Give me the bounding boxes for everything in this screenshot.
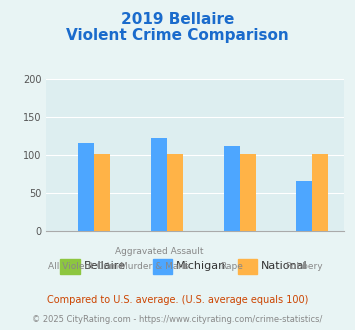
- Bar: [312, 154, 328, 231]
- Bar: [296, 181, 312, 231]
- Bar: [94, 154, 110, 231]
- Text: © 2025 CityRating.com - https://www.cityrating.com/crime-statistics/: © 2025 CityRating.com - https://www.city…: [32, 315, 323, 324]
- Text: Compared to U.S. average. (U.S. average equals 100): Compared to U.S. average. (U.S. average …: [47, 295, 308, 305]
- Text: Robbery: Robbery: [285, 262, 323, 271]
- Text: 2019 Bellaire: 2019 Bellaire: [121, 12, 234, 26]
- Bar: [240, 154, 256, 231]
- FancyBboxPatch shape: [153, 259, 172, 274]
- Bar: [151, 138, 167, 231]
- Bar: [167, 154, 183, 231]
- Text: National: National: [261, 261, 307, 271]
- Text: All Violent Crime: All Violent Crime: [48, 262, 124, 271]
- Text: Murder & Mans...: Murder & Mans...: [120, 262, 198, 271]
- Text: Bellaire: Bellaire: [83, 261, 125, 271]
- Text: Michigan: Michigan: [176, 261, 226, 271]
- Text: Rape: Rape: [220, 262, 243, 271]
- Bar: [224, 146, 240, 231]
- Bar: [78, 143, 94, 231]
- FancyBboxPatch shape: [60, 259, 80, 274]
- FancyBboxPatch shape: [238, 259, 257, 274]
- Text: Aggravated Assault: Aggravated Assault: [115, 248, 203, 256]
- Text: Violent Crime Comparison: Violent Crime Comparison: [66, 28, 289, 43]
